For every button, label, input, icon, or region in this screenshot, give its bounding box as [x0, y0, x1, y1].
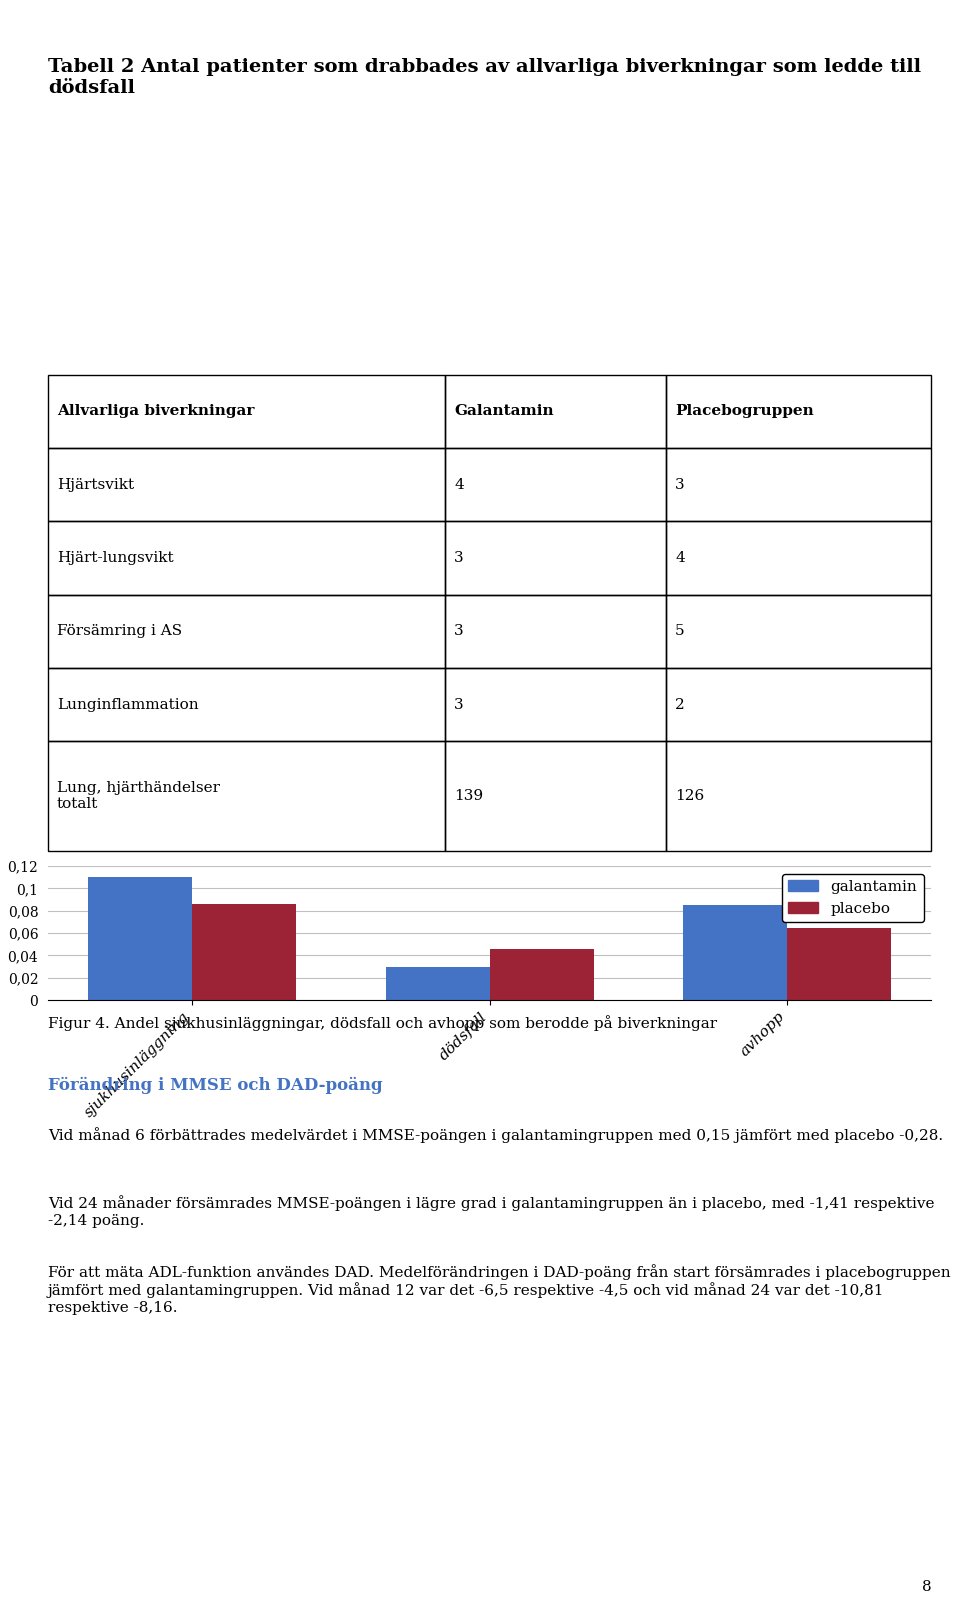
Bar	[48, 595, 445, 668]
Bar	[192, 903, 297, 1000]
Bar	[666, 668, 931, 740]
Text: 4: 4	[675, 552, 684, 565]
Text: Vid 24 månader försämrades MMSE-poängen i lägre grad i galantamingruppen än i pl: Vid 24 månader försämrades MMSE-poängen …	[48, 1195, 934, 1227]
Bar	[48, 374, 445, 448]
Text: Lung, hjärthändelser
totalt: Lung, hjärthändelser totalt	[57, 781, 220, 811]
Text: 126: 126	[675, 789, 705, 803]
Bar	[666, 595, 931, 668]
Legend: galantamin, placebo: galantamin, placebo	[781, 874, 924, 921]
Text: Lunginflammation: Lunginflammation	[57, 697, 199, 711]
Text: Tabell 2 Antal patienter som drabbades av allvarliga biverkningar som ledde till: Tabell 2 Antal patienter som drabbades a…	[48, 58, 922, 97]
Bar	[666, 521, 931, 595]
Text: Vid månad 6 förbättrades medelvärdet i MMSE-poängen i galantamingruppen med 0,15: Vid månad 6 förbättrades medelvärdet i M…	[48, 1127, 943, 1144]
Bar	[88, 877, 192, 1000]
Bar	[445, 448, 666, 521]
Bar	[666, 740, 931, 852]
Text: Allvarliga biverkningar: Allvarliga biverkningar	[57, 405, 254, 418]
Text: Figur 4. Andel sjukhusinläggningar, dödsfall och avhopp som berodde på biverknin: Figur 4. Andel sjukhusinläggningar, döds…	[48, 1015, 717, 1031]
Bar	[48, 448, 445, 521]
Text: Hjärt-lungsvikt: Hjärt-lungsvikt	[57, 552, 174, 565]
Bar	[490, 948, 593, 1000]
Text: Galantamin: Galantamin	[454, 405, 554, 418]
Text: Hjärtsvikt: Hjärtsvikt	[57, 477, 134, 492]
Bar	[445, 374, 666, 448]
Text: För att mäta ADL-funktion användes DAD. Medelförändringen i DAD-poäng från start: För att mäta ADL-funktion användes DAD. …	[48, 1265, 950, 1315]
Bar	[787, 927, 891, 1000]
Text: 3: 3	[454, 697, 464, 711]
Bar	[48, 521, 445, 595]
Bar	[445, 595, 666, 668]
Bar	[666, 448, 931, 521]
Text: 5: 5	[675, 624, 684, 639]
Bar	[48, 740, 445, 852]
Text: 8: 8	[922, 1579, 931, 1594]
Text: Förändring i MMSE och DAD-poäng: Förändring i MMSE och DAD-poäng	[48, 1077, 383, 1095]
Bar	[445, 521, 666, 595]
Bar	[445, 668, 666, 740]
Bar	[683, 905, 787, 1000]
Text: 3: 3	[675, 477, 684, 492]
Bar	[386, 966, 490, 1000]
Text: 2: 2	[675, 697, 684, 711]
Bar	[666, 374, 931, 448]
Bar	[445, 740, 666, 852]
Text: 3: 3	[454, 624, 464, 639]
Text: 3: 3	[454, 552, 464, 565]
Text: 4: 4	[454, 477, 464, 492]
Bar	[48, 668, 445, 740]
Text: 139: 139	[454, 789, 484, 803]
Text: Placebogruppen: Placebogruppen	[675, 405, 814, 418]
Text: Försämring i AS: Försämring i AS	[57, 624, 182, 639]
